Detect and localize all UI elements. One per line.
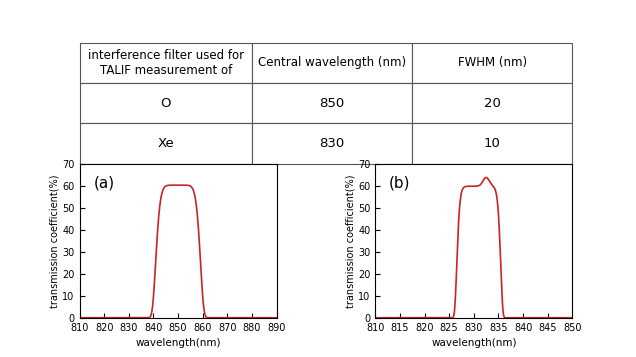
Y-axis label: transmission coefficient(%): transmission coefficient(%): [50, 174, 60, 308]
Y-axis label: transmission coefficient(%): transmission coefficient(%): [345, 174, 356, 308]
X-axis label: wavelength(nm): wavelength(nm): [431, 338, 516, 348]
Text: (b): (b): [389, 175, 411, 190]
X-axis label: wavelength(nm): wavelength(nm): [135, 338, 221, 348]
Text: (a): (a): [93, 175, 114, 190]
